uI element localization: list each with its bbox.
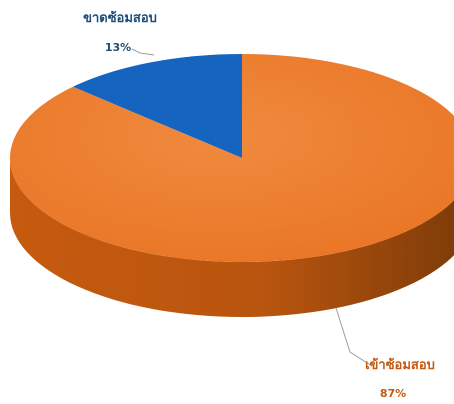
slice-category-label-2: เข้าซ้อมสอบ xyxy=(365,357,435,373)
slice-percent-label-1: 13% xyxy=(105,41,131,54)
slice-category-label-1: ขาดซ้อมสอบ xyxy=(83,10,157,26)
slice-percent-label-2: 87% xyxy=(380,387,406,400)
pie-slices xyxy=(10,54,454,262)
leader-line-1 xyxy=(132,49,154,55)
